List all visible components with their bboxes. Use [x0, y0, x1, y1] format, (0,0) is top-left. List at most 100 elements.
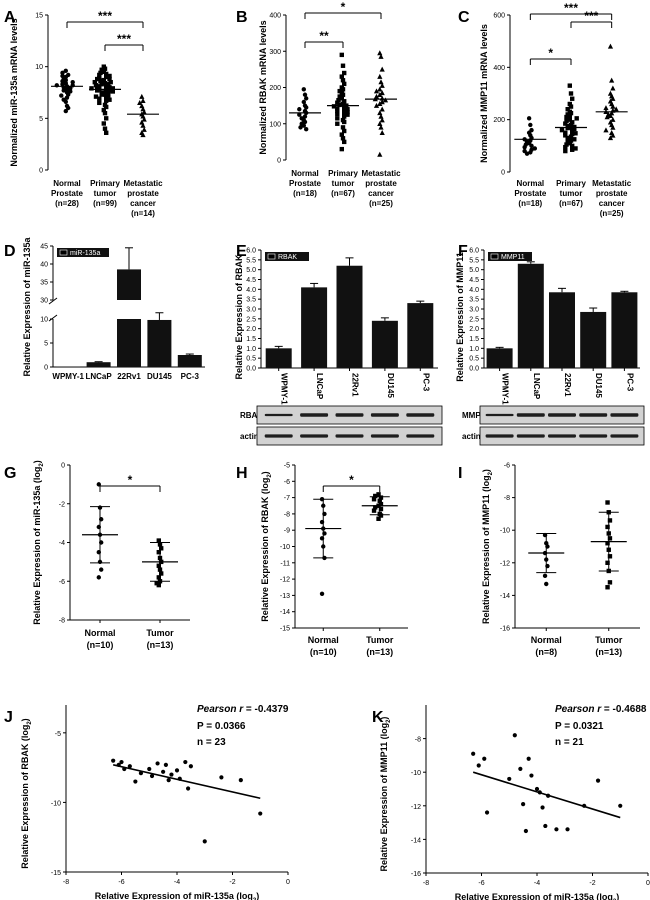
x-tick-label-D: 22Rv1 [117, 372, 141, 381]
blot-band-E [406, 434, 435, 438]
x-tick-label-J: -2 [229, 879, 235, 886]
data-point-C [563, 133, 568, 138]
data-point-G [159, 546, 164, 551]
x-tick-label-A: prostate [127, 189, 159, 198]
data-point-C [610, 132, 616, 138]
y-tick-label-G: -4 [59, 540, 65, 547]
x-tick-label-A: Primary [90, 179, 120, 188]
x-tick-label-A: cancer [130, 199, 156, 208]
data-point-B [304, 126, 309, 132]
x-tick-label-E: PC-3 [421, 373, 430, 392]
data-point-A [63, 108, 68, 114]
y-tick-label-K: -10 [411, 770, 421, 777]
data-point-B [379, 117, 385, 123]
data-point-B [335, 100, 340, 105]
legend-box-F [488, 252, 532, 261]
data-point-C [572, 126, 577, 132]
x-tick-label-E: DU145 [386, 373, 395, 398]
data-point-J [155, 761, 160, 766]
y-tick-label-E: 4.5 [246, 277, 256, 284]
data-point-C [567, 113, 572, 118]
y-tick-label-D: 10 [40, 317, 48, 324]
data-point-C [559, 127, 565, 133]
data-point-I [542, 573, 548, 579]
data-point-A [104, 95, 109, 100]
y-tick-label-C: 0 [501, 170, 505, 177]
blot-band-F [485, 434, 514, 438]
data-point-B [379, 90, 385, 96]
data-point-C [528, 122, 533, 128]
data-point-J [119, 759, 124, 765]
x-tick-label-A: Normal [53, 179, 81, 188]
data-point-A [141, 109, 147, 115]
data-point-H [378, 495, 384, 500]
y-tick-label-K: -8 [415, 737, 421, 744]
data-point-A [63, 99, 68, 105]
y-tick-label-H: -14 [280, 609, 290, 616]
y-tick-label-I: -16 [500, 626, 510, 633]
data-point-C [570, 147, 575, 152]
panel-label-J: J [4, 709, 13, 726]
data-point-C [570, 120, 575, 125]
y-tick-label-G: -2 [59, 501, 65, 508]
x-tick-label-C: Metastatic [592, 179, 632, 188]
bar-D [86, 362, 111, 367]
data-point-B [345, 107, 350, 112]
data-point-C [610, 95, 616, 101]
data-point-B [377, 110, 383, 116]
data-point-A [64, 95, 70, 100]
x-axis-title-K: Relative Expression of miR-135a (log2) [455, 892, 619, 900]
data-point-A [60, 70, 65, 76]
bar-F [486, 348, 513, 368]
bar-E [407, 303, 434, 368]
data-point-K [534, 786, 540, 792]
data-point-C [529, 143, 534, 149]
data-point-C [603, 105, 609, 111]
stat-n-K: n = 21 [555, 737, 584, 748]
data-point-A [108, 79, 113, 85]
data-point-J [127, 764, 132, 769]
data-point-B [339, 146, 344, 152]
bar-E [336, 265, 363, 368]
significance-stars-H: * [349, 473, 354, 487]
x-tick-label-D: DU145 [147, 372, 172, 381]
x-tick-label-I: (n=13) [595, 647, 622, 657]
data-point-B [379, 106, 385, 112]
x-tick-label-J: -8 [63, 879, 69, 886]
data-point-B [340, 125, 346, 130]
y-tick-label-I: -10 [500, 528, 510, 535]
data-point-A [139, 93, 145, 99]
data-point-A [97, 96, 102, 101]
data-point-I [605, 585, 610, 590]
data-point-B [345, 109, 350, 115]
data-point-C [570, 131, 575, 137]
x-tick-label-C: (n=25) [600, 209, 624, 218]
x-tick-label-K: -2 [589, 880, 595, 887]
data-point-K [618, 803, 623, 808]
x-tick-label-B: Normal [291, 169, 319, 178]
data-point-J [169, 772, 174, 777]
panel-label-I: I [458, 465, 462, 482]
data-point-C [568, 138, 574, 143]
data-point-K [565, 827, 570, 832]
data-point-A [89, 86, 94, 91]
data-point-B [301, 123, 306, 128]
x-axis-title-J: Relative Expression of miR-135a (log2) [95, 891, 259, 900]
data-point-H [319, 591, 325, 596]
x-tick-label-F: DU145 [594, 373, 603, 398]
data-point-C [573, 131, 578, 136]
y-tick-label-K: -14 [411, 837, 421, 844]
data-point-B [304, 96, 309, 101]
blot-band-E [300, 434, 329, 438]
x-tick-label-C: (n=18) [518, 199, 542, 208]
data-point-B [342, 110, 347, 116]
significance-stars-C: * [548, 46, 553, 60]
data-point-A [102, 126, 108, 131]
y-tick-label-J: -10 [51, 800, 61, 807]
data-point-I [607, 518, 613, 523]
data-point-C [604, 114, 610, 120]
y-tick-label-C: 200 [493, 117, 505, 124]
y-tick-label-E: 2.0 [246, 326, 256, 333]
significance-stars-B: ** [319, 29, 329, 43]
x-tick-label-F: 22Rv1 [563, 373, 572, 397]
